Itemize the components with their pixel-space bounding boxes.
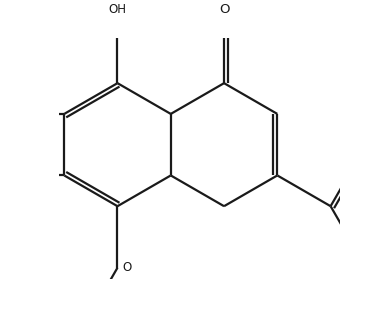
Text: O: O (219, 3, 229, 16)
Text: OH: OH (109, 3, 126, 16)
Text: O: O (123, 261, 132, 274)
